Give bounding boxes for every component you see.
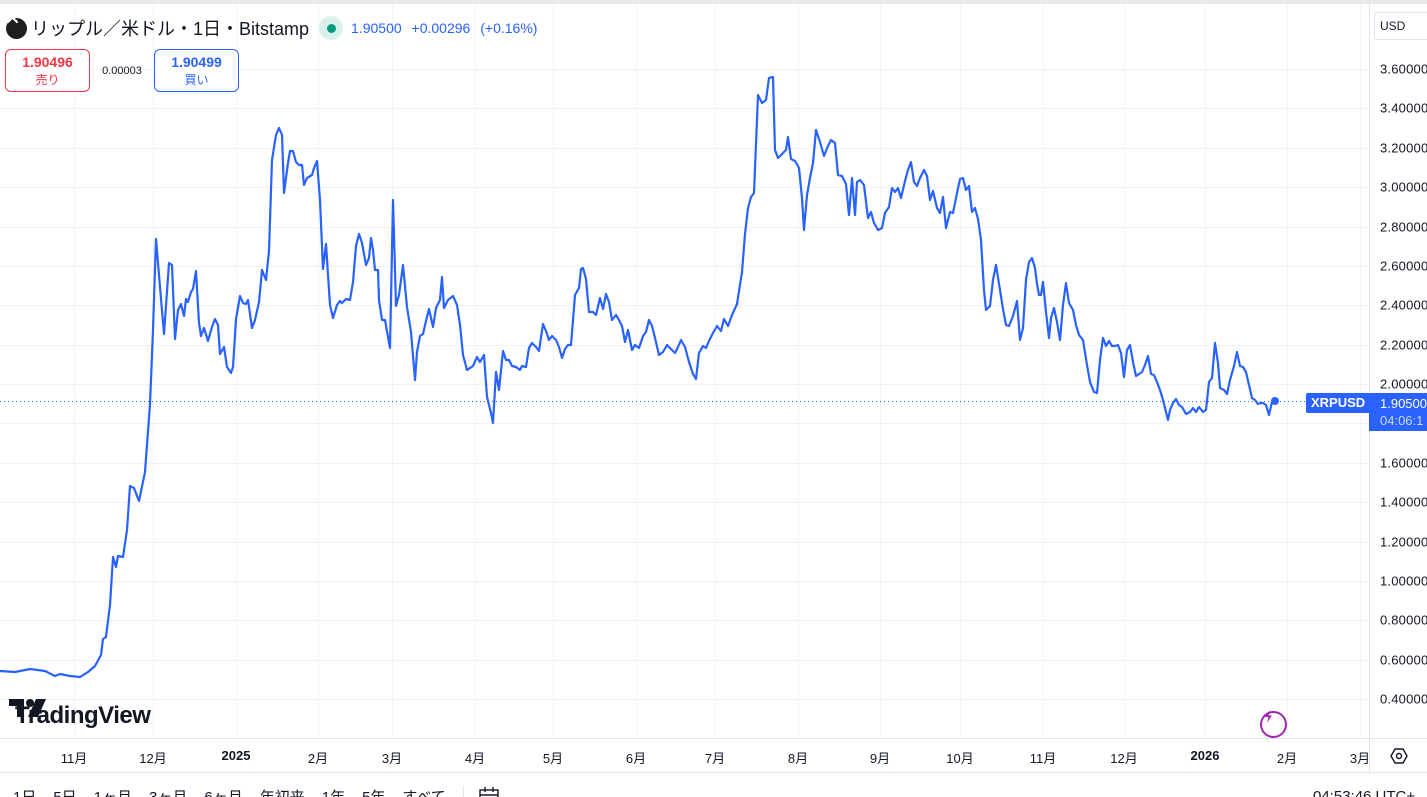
sell-label: 売り <box>35 73 60 87</box>
range-button[interactable]: 1年 <box>322 786 345 797</box>
price-axis-label: 3.20000 <box>1380 140 1427 156</box>
range-button[interactable]: 5日 <box>53 786 76 797</box>
buy-label: 買い <box>184 73 209 87</box>
buy-button[interactable]: 1.90499 買い <box>154 49 239 92</box>
range-selector: 1日 5日 1ヶ月 3ヶ月 6ヶ月 年初来 1年 5年 すべて <box>13 786 517 797</box>
range-button[interactable]: すべて <box>402 786 445 797</box>
price-axis-label: 3.40000 <box>1380 100 1427 116</box>
time-axis-label: 8月 <box>787 751 809 766</box>
time-axis-label: 2月 <box>307 751 329 766</box>
price-chart-plot[interactable]: リップル／米ドル・1日・Bitstamp 1.90500 +0.00296 (+… <box>0 4 1369 738</box>
tradingview-logo[interactable]: TradingView <box>9 699 151 730</box>
xrp-logo-icon <box>6 11 27 39</box>
time-axis-label: 12月 <box>139 751 167 766</box>
time-axis[interactable]: 11月 12月 2025 2月 3月 4月 5月 6月 7月 8月 9月 10月 11月 12月 2026 2… <box>0 738 1371 772</box>
price-axis-label: 1.00000 <box>1380 573 1427 589</box>
price-axis-label: 3.00000 <box>1380 179 1427 195</box>
current-price-tag: 1.90500 04:06:1 <box>1369 393 1427 431</box>
range-button[interactable]: 1日 <box>13 786 36 797</box>
calendar-icon[interactable] <box>478 786 500 797</box>
range-button[interactable]: 3ヶ月 <box>149 786 187 797</box>
last-price-dot <box>1271 397 1279 405</box>
tradingview-mark-icon <box>9 699 46 717</box>
bar-countdown: 04:06:1 <box>1380 413 1424 428</box>
price-axis-label: 1.60000 <box>1380 455 1427 471</box>
range-button[interactable]: 1ヶ月 <box>94 786 132 797</box>
price-axis-label: 2.40000 <box>1380 297 1427 313</box>
price-axis[interactable]: USD 3.60000 3.40000 3.20000 3.00000 2.80000 2… <box>1369 4 1427 738</box>
range-button[interactable]: 6ヶ月 <box>204 786 242 797</box>
time-axis-label: 11月 <box>1029 751 1057 766</box>
price-axis-label: 0.60000 <box>1380 652 1427 668</box>
time-axis-label: 11月 <box>60 751 88 766</box>
price-axis-label: 2.20000 <box>1380 337 1427 353</box>
chart-settings-button[interactable] <box>1369 738 1427 772</box>
time-axis-label: 3月 <box>1349 751 1371 766</box>
trade-buttons: 1.90496 売り 0.00003 1.90499 買い <box>5 49 239 92</box>
time-axis-label: 2月 <box>1276 751 1298 766</box>
time-axis-label: 12月 <box>1110 751 1138 766</box>
range-button[interactable]: 5年 <box>362 786 385 797</box>
symbol-price-tag: XRPUSD <box>1306 393 1369 413</box>
price-axis-label: 0.40000 <box>1380 691 1427 707</box>
settings-hexagon-icon <box>1389 747 1408 764</box>
time-axis-label: 5月 <box>542 751 564 766</box>
price-change-pct: (+0.16%) <box>480 20 538 36</box>
sell-button[interactable]: 1.90496 売り <box>5 49 90 92</box>
sell-price: 1.90496 <box>22 54 73 70</box>
price-line-chart <box>0 4 1369 738</box>
time-axis-label: 6月 <box>625 751 647 766</box>
market-status-icon[interactable] <box>319 16 344 40</box>
spread-value: 0.00003 <box>102 64 142 77</box>
last-price: 1.90500 <box>351 20 402 36</box>
time-axis-label: 2025 <box>221 748 251 763</box>
time-axis-label: 4月 <box>464 751 486 766</box>
price-axis-label: 2.00000 <box>1380 376 1427 392</box>
time-axis-label: 2026 <box>1190 748 1220 763</box>
top-strip <box>0 0 1427 4</box>
price-axis-label: 1.40000 <box>1380 494 1427 510</box>
price-axis-label: 0.80000 <box>1380 612 1427 628</box>
time-axis-label: 3月 <box>381 751 403 766</box>
buy-price: 1.90499 <box>171 54 222 70</box>
timezone-clock[interactable]: 04:53:46 UTC+ <box>1313 788 1416 797</box>
time-axis-label: 9月 <box>869 751 891 766</box>
price-axis-label: 2.60000 <box>1380 258 1427 274</box>
time-axis-label: 10月 <box>946 751 974 766</box>
symbol-legend: リップル／米ドル・1日・Bitstamp 1.90500 +0.00296 (+… <box>6 11 543 41</box>
toolbar-divider <box>462 786 464 797</box>
price-quote: 1.90500 +0.00296 (+0.16%) <box>351 20 543 36</box>
currency-selector[interactable]: USD <box>1374 12 1427 40</box>
symbol-title[interactable]: リップル／米ドル・1日・Bitstamp <box>31 19 310 39</box>
price-axis-label: 3.60000 <box>1380 61 1427 77</box>
price-axis-label: 2.80000 <box>1380 219 1427 235</box>
lightning-icon[interactable] <box>1260 710 1287 738</box>
xrpusd-price-line <box>0 75 1277 679</box>
range-button[interactable]: 年初来 <box>260 786 305 797</box>
current-price: 1.90500 <box>1380 396 1427 411</box>
bottom-toolbar: 1日 5日 1ヶ月 3ヶ月 6ヶ月 年初来 1年 5年 すべて 04:53:46 UTC+ <box>0 772 1427 797</box>
grid-lines <box>0 4 1369 738</box>
time-axis-label: 7月 <box>704 751 726 766</box>
price-axis-label: 1.20000 <box>1380 534 1427 550</box>
price-change: +0.00296 <box>411 20 471 36</box>
